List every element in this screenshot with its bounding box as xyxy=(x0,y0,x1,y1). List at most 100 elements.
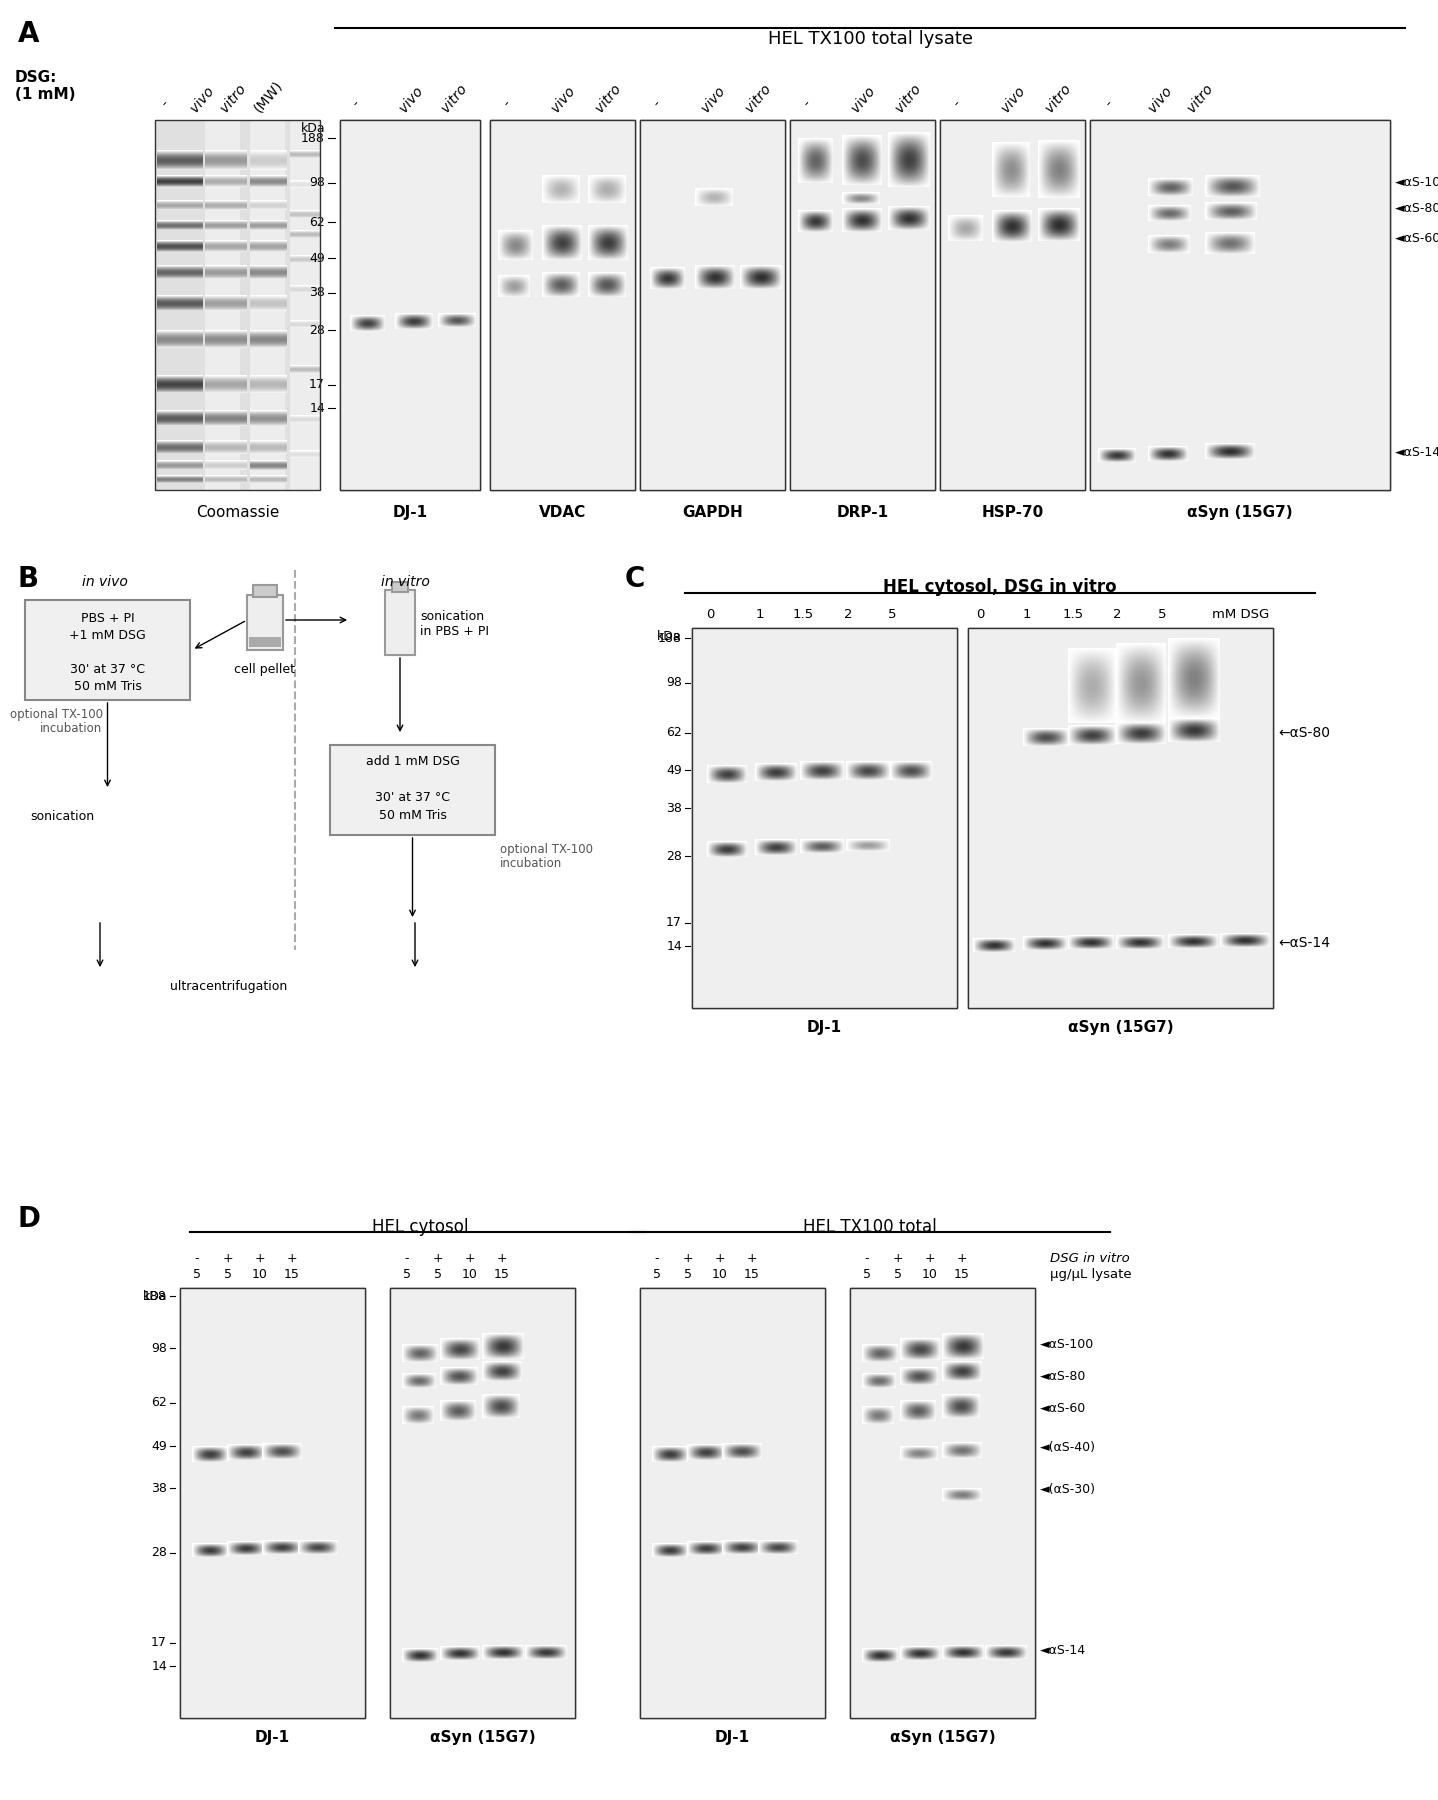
Text: αSyn (15G7): αSyn (15G7) xyxy=(430,1730,535,1744)
Text: ←αS-80: ←αS-80 xyxy=(1278,725,1330,740)
Text: HSP-70: HSP-70 xyxy=(981,506,1044,520)
Text: -: - xyxy=(654,1253,659,1265)
Text: ◄αS-100: ◄αS-100 xyxy=(1395,176,1438,189)
Text: 30' at 37 °C: 30' at 37 °C xyxy=(70,662,145,677)
Bar xyxy=(850,1289,1035,1717)
Bar xyxy=(940,121,1086,490)
Text: 5: 5 xyxy=(1158,608,1166,621)
Text: 5: 5 xyxy=(193,1267,201,1282)
Text: incubation: incubation xyxy=(500,857,562,869)
Text: 50 mM Tris: 50 mM Tris xyxy=(378,808,446,823)
Bar xyxy=(329,745,495,835)
Text: -: - xyxy=(1103,97,1117,110)
Bar xyxy=(968,628,1273,1008)
Text: -: - xyxy=(651,97,664,110)
Text: 0: 0 xyxy=(706,608,715,621)
Text: 49: 49 xyxy=(666,763,682,776)
Text: ◄αS-14: ◄αS-14 xyxy=(1040,1643,1086,1656)
Text: vivo: vivo xyxy=(187,85,217,115)
Text: HEL cytosol, DSG in vitro: HEL cytosol, DSG in vitro xyxy=(883,578,1117,596)
Text: 17: 17 xyxy=(666,916,682,929)
Text: vitro: vitro xyxy=(439,81,470,115)
Text: +: + xyxy=(715,1253,725,1265)
Text: vivo: vivo xyxy=(848,85,879,115)
Text: 14: 14 xyxy=(309,401,325,414)
Text: in vitro: in vitro xyxy=(381,574,430,589)
Bar xyxy=(640,121,785,490)
Text: 17: 17 xyxy=(309,378,325,392)
Bar xyxy=(640,121,785,490)
Bar xyxy=(490,121,636,490)
Text: 49: 49 xyxy=(309,252,325,265)
Text: -: - xyxy=(404,1253,410,1265)
Text: 2: 2 xyxy=(1113,608,1122,621)
Text: D: D xyxy=(19,1204,42,1233)
Text: 1: 1 xyxy=(1022,608,1031,621)
Text: DRP-1: DRP-1 xyxy=(837,506,889,520)
Text: add 1 mM DSG: add 1 mM DSG xyxy=(365,754,459,769)
Text: incubation: incubation xyxy=(40,722,102,734)
Text: +: + xyxy=(223,1253,233,1265)
Bar xyxy=(390,1289,575,1717)
Text: kDa: kDa xyxy=(142,1291,167,1303)
Text: 28: 28 xyxy=(309,324,325,337)
Text: 10: 10 xyxy=(252,1267,267,1282)
Text: 62: 62 xyxy=(151,1397,167,1409)
Text: 188: 188 xyxy=(301,131,325,144)
Text: in PBS + PI: in PBS + PI xyxy=(420,625,489,637)
Text: ◄αS-100: ◄αS-100 xyxy=(1040,1337,1094,1350)
Text: 15: 15 xyxy=(743,1267,759,1282)
Text: +: + xyxy=(956,1253,968,1265)
Text: -: - xyxy=(500,97,515,110)
Text: vitro: vitro xyxy=(217,81,249,115)
Text: vitro: vitro xyxy=(742,81,774,115)
Bar xyxy=(253,585,278,598)
Bar xyxy=(789,121,935,490)
Text: +: + xyxy=(746,1253,758,1265)
Bar xyxy=(968,628,1273,1008)
Text: αSyn (15G7): αSyn (15G7) xyxy=(890,1730,995,1744)
Bar xyxy=(1090,121,1391,490)
Text: vivo: vivo xyxy=(1145,85,1175,115)
Text: 17: 17 xyxy=(151,1636,167,1649)
Text: HEL TX100 total lysate: HEL TX100 total lysate xyxy=(768,31,972,49)
Bar xyxy=(180,1289,365,1717)
Text: αSyn (15G7): αSyn (15G7) xyxy=(1188,506,1293,520)
Text: vivo: vivo xyxy=(699,85,728,115)
Text: DJ-1: DJ-1 xyxy=(715,1730,751,1744)
Text: HEL cytosol: HEL cytosol xyxy=(372,1219,469,1237)
Text: ultracentrifugation: ultracentrifugation xyxy=(170,979,288,994)
Text: 1.5: 1.5 xyxy=(792,608,814,621)
Text: +: + xyxy=(893,1253,903,1265)
Bar xyxy=(247,596,283,650)
Text: 30' at 37 °C: 30' at 37 °C xyxy=(375,790,450,805)
Text: 5: 5 xyxy=(403,1267,411,1282)
Bar xyxy=(850,1289,1035,1717)
Text: 5: 5 xyxy=(887,608,896,621)
Text: ◄αS-80: ◄αS-80 xyxy=(1040,1370,1086,1382)
Text: 15: 15 xyxy=(285,1267,301,1282)
Bar xyxy=(640,1289,825,1717)
Text: 5: 5 xyxy=(894,1267,902,1282)
Text: sonication: sonication xyxy=(30,810,93,823)
Text: 98: 98 xyxy=(666,677,682,689)
Text: VDAC: VDAC xyxy=(539,506,587,520)
Text: 62: 62 xyxy=(309,216,325,229)
Text: +: + xyxy=(255,1253,266,1265)
Text: 62: 62 xyxy=(666,727,682,740)
Text: 2: 2 xyxy=(844,608,853,621)
Text: C: C xyxy=(626,565,646,592)
Bar xyxy=(940,121,1086,490)
Text: 50 mM Tris: 50 mM Tris xyxy=(73,680,141,693)
Text: 28: 28 xyxy=(666,850,682,862)
Text: 14: 14 xyxy=(151,1660,167,1672)
Bar xyxy=(692,628,958,1008)
Bar xyxy=(393,581,408,592)
Text: -: - xyxy=(351,97,364,110)
Text: Coomassie: Coomassie xyxy=(196,506,279,520)
Bar xyxy=(1090,121,1391,490)
Text: optional TX-100: optional TX-100 xyxy=(500,842,592,857)
Text: +1 mM DSG: +1 mM DSG xyxy=(69,628,145,643)
Text: ◄αS-60: ◄αS-60 xyxy=(1040,1402,1086,1415)
Text: 14: 14 xyxy=(666,940,682,952)
